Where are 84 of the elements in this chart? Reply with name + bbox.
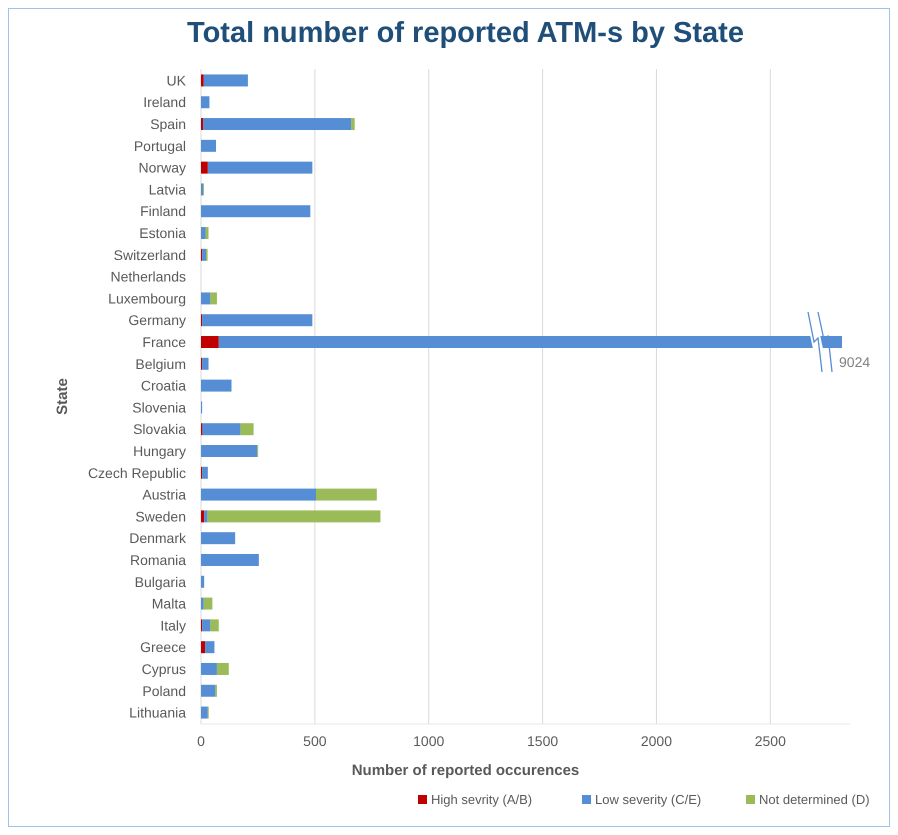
x-tick-label: 2500 xyxy=(754,733,786,749)
bar xyxy=(204,598,212,610)
bar xyxy=(210,292,217,304)
bar xyxy=(202,358,209,370)
y-tick-label: Hungary xyxy=(133,442,186,459)
bar xyxy=(202,248,206,261)
bar xyxy=(210,619,219,632)
y-tick-label: Czech Republic xyxy=(88,464,186,481)
y-tick-label: Bulgaria xyxy=(134,574,186,590)
bar xyxy=(201,488,316,501)
y-tick-label: Romania xyxy=(130,552,186,568)
bar xyxy=(218,336,842,348)
y-tick-label: UK xyxy=(166,72,187,88)
x-tick-label: 2000 xyxy=(640,733,672,749)
y-tick-label: Germany xyxy=(128,312,186,328)
bar xyxy=(204,510,208,522)
y-tick-label: Ireland xyxy=(143,94,186,110)
bar xyxy=(208,162,312,174)
x-axis-title: Number of reported occurences xyxy=(352,762,580,779)
bar xyxy=(201,532,236,544)
y-tick-label: Portugal xyxy=(134,138,186,154)
bar xyxy=(201,227,206,240)
bar xyxy=(201,292,210,304)
bar xyxy=(201,445,258,457)
y-tick-label: Poland xyxy=(142,682,186,699)
bar xyxy=(201,205,310,218)
y-tick-label: Greece xyxy=(140,639,186,656)
x-tick-label: 1000 xyxy=(413,733,444,749)
bar xyxy=(316,488,377,501)
bar xyxy=(201,96,210,108)
bar xyxy=(202,423,240,436)
bar xyxy=(201,554,259,566)
y-tick-label: Cyprus xyxy=(142,660,186,677)
bar xyxy=(201,662,217,675)
bar xyxy=(351,118,355,130)
bar xyxy=(205,641,214,654)
bar xyxy=(204,74,248,86)
bar xyxy=(240,423,254,436)
bar xyxy=(201,598,204,610)
legend-label: Not determined (D) xyxy=(759,792,870,807)
bar xyxy=(203,118,352,130)
bar xyxy=(201,706,208,719)
y-tick-label: France xyxy=(142,334,186,350)
y-tick-label: Spain xyxy=(150,116,186,132)
y-tick-label: Denmark xyxy=(129,530,187,546)
legend-label: Low severity (C/E) xyxy=(595,792,702,807)
y-tick-label: Austria xyxy=(142,486,186,503)
y-tick-label: Latvia xyxy=(148,181,186,198)
bar xyxy=(201,336,219,348)
legend-label: High sevrity (A/B) xyxy=(431,792,532,807)
y-tick-label: Slovenia xyxy=(132,399,186,416)
annotation: 9024 xyxy=(839,354,870,370)
y-tick-label: Italy xyxy=(160,617,186,634)
bar xyxy=(202,619,210,632)
y-tick-label: Croatia xyxy=(140,378,186,394)
x-tick-label: 1500 xyxy=(527,733,558,749)
y-tick-label: Belgium xyxy=(135,356,186,372)
bar xyxy=(202,466,208,479)
bar xyxy=(207,510,380,522)
y-tick-label: Lithuania xyxy=(129,704,186,721)
y-tick-label: Malta xyxy=(152,596,186,612)
y-tick-label: Estonia xyxy=(139,225,186,242)
bar xyxy=(201,684,216,697)
bar xyxy=(202,314,312,326)
bar xyxy=(201,74,204,86)
y-tick-label: Finland xyxy=(140,203,186,220)
x-tick-label: 0 xyxy=(197,733,206,749)
y-tick-label: Luxembourg xyxy=(108,290,186,306)
y-tick-label: Slovakia xyxy=(133,421,186,438)
bar xyxy=(201,510,204,522)
bar xyxy=(201,380,232,392)
bar xyxy=(201,576,204,588)
bar xyxy=(206,227,209,240)
y-axis-title: State xyxy=(54,378,71,415)
chart-title: Total number of reported ATM-s by State xyxy=(187,17,744,49)
bar xyxy=(201,641,206,654)
bar xyxy=(201,162,208,174)
y-tick-label: Switzerland xyxy=(114,246,186,263)
y-tick-label: Sweden xyxy=(135,508,186,524)
y-tick-label: Netherlands xyxy=(110,268,186,285)
bar xyxy=(216,662,229,675)
bar xyxy=(201,140,216,152)
x-tick-label: 500 xyxy=(303,733,327,749)
y-tick-label: Norway xyxy=(138,160,186,176)
